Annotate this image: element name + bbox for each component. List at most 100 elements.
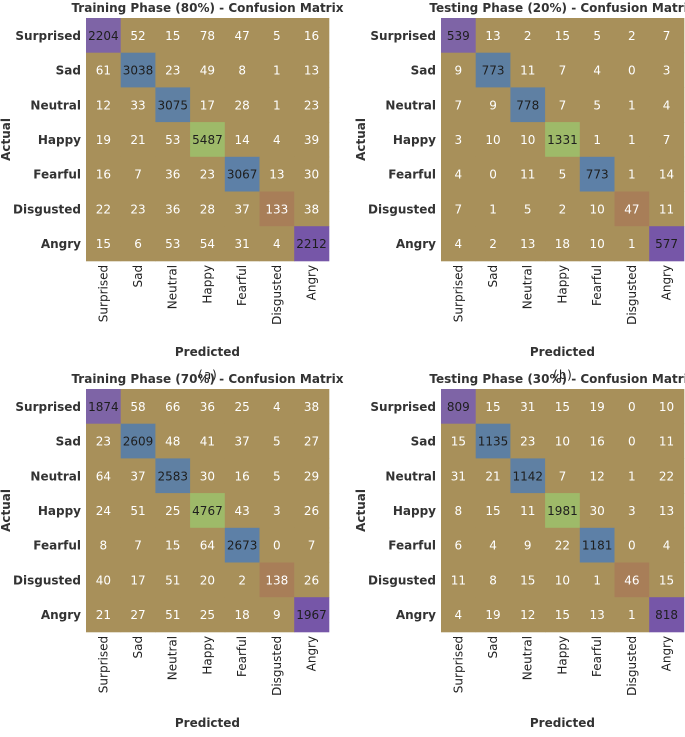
heatmap-cell <box>259 597 295 633</box>
y-tick-label: Neutral <box>385 98 436 112</box>
cell-value-label: 2212 <box>296 237 327 251</box>
heatmap-cell <box>545 18 581 54</box>
heatmap-cell <box>155 156 191 192</box>
y-tick-label: Happy <box>38 504 81 518</box>
heatmap-cell <box>120 226 156 262</box>
heatmap-cell <box>614 226 650 262</box>
y-tick-label: Angry <box>396 608 436 622</box>
heatmap-cell <box>545 226 581 262</box>
heatmap-cell <box>86 87 122 123</box>
heatmap-cell <box>649 122 685 158</box>
y-tick-label: Angry <box>396 237 436 251</box>
cell-value-label: 19 <box>485 608 500 622</box>
heatmap-cell <box>579 389 615 425</box>
heatmap-cell <box>224 527 260 563</box>
cell-value-label: 47 <box>624 202 639 216</box>
cell-value-label: 13 <box>304 64 319 78</box>
heatmap-cell <box>475 389 511 425</box>
cell-value-label: 10 <box>520 133 535 147</box>
y-tick-label: Surprised <box>15 29 81 43</box>
cell-value-label: 7 <box>134 168 142 182</box>
heatmap-cell <box>441 597 477 633</box>
cell-value-label: 539 <box>447 29 470 43</box>
x-tick-label: Fearful <box>235 265 249 306</box>
x-tick-label: Neutral <box>521 636 535 680</box>
cell-value-label: 1181 <box>582 539 613 553</box>
confusion-matrix-panel-3: Training Phase (70%) - Confusion Matrix 1… <box>0 372 344 730</box>
cell-value-label: 49 <box>200 64 215 78</box>
heatmap-cell <box>120 122 156 158</box>
heatmap-cell <box>475 562 511 598</box>
cell-value-label: 778 <box>516 98 539 112</box>
cell-value-label: 33 <box>130 98 145 112</box>
cell-value-label: 38 <box>304 202 319 216</box>
heatmap-cell <box>86 122 122 158</box>
cell-value-label: 23 <box>96 435 111 449</box>
y-tick-label: Happy <box>393 504 436 518</box>
cell-value-label: 28 <box>235 98 250 112</box>
heatmap-cell <box>259 423 295 459</box>
cell-value-label: 21 <box>485 469 500 483</box>
heatmap-cell <box>155 191 191 227</box>
cell-value-label: 54 <box>200 237 215 251</box>
heatmap-cell <box>649 191 685 227</box>
cell-value-label: 61 <box>96 64 111 78</box>
cell-value-label: 16 <box>235 469 250 483</box>
y-axis-title: Actual <box>354 489 368 532</box>
cell-value-label: 37 <box>235 435 250 449</box>
cell-value-label: 22 <box>659 469 674 483</box>
heatmap-cell <box>155 226 191 262</box>
cell-value-label: 5 <box>273 435 281 449</box>
heatmap-cell <box>224 493 260 529</box>
heatmap-cell <box>86 493 122 529</box>
cell-value-label: 78 <box>200 29 215 43</box>
cell-value-label: 11 <box>659 202 674 216</box>
heatmap-cell <box>294 122 330 158</box>
cell-value-label: 22 <box>555 539 570 553</box>
heatmap-cell <box>579 52 615 88</box>
heatmap-cell <box>545 562 581 598</box>
cell-value-label: 13 <box>520 237 535 251</box>
heatmap-cell <box>155 597 191 633</box>
heatmap-cell <box>545 191 581 227</box>
heatmap-cell <box>86 18 122 54</box>
heatmap-cell <box>614 87 650 123</box>
heatmap-cell <box>190 122 226 158</box>
confusion-matrix-panel-4: Testing Phase (30%) - Confusion Matrix80… <box>354 372 685 730</box>
cell-value-label: 5 <box>593 98 601 112</box>
cell-value-label: 138 <box>265 573 288 587</box>
heatmap-cell <box>441 18 477 54</box>
chart-title: Testing Phase (20%) - Confusion Matrix <box>429 1 685 15</box>
cell-value-label: 26 <box>304 573 319 587</box>
cell-value-label: 23 <box>200 168 215 182</box>
cell-value-label: 66 <box>165 400 180 414</box>
cell-value-label: 28 <box>200 202 215 216</box>
panel-caption: (a) <box>197 368 219 382</box>
cell-value-label: 6 <box>134 237 142 251</box>
cell-value-label: 3067 <box>227 168 258 182</box>
cell-value-label: 1 <box>593 133 601 147</box>
cell-value-label: 1967 <box>296 608 327 622</box>
heatmap-cell <box>120 389 156 425</box>
cell-value-label: 21 <box>96 608 111 622</box>
cell-value-label: 36 <box>165 202 180 216</box>
cell-value-label: 133 <box>265 202 288 216</box>
cell-value-label: 37 <box>130 469 145 483</box>
heatmap-cell <box>294 458 330 494</box>
x-axis-title: Predicted <box>175 345 240 359</box>
heatmap-cell <box>510 191 546 227</box>
x-tick-label: Happy <box>200 265 214 304</box>
cell-value-label: 7 <box>663 29 671 43</box>
heatmap-cell <box>224 226 260 262</box>
x-tick-label: Disgusted <box>625 265 639 325</box>
cell-value-label: 8 <box>455 504 463 518</box>
heatmap-cell <box>259 226 295 262</box>
heatmap-cell <box>545 458 581 494</box>
heatmap-cell <box>155 423 191 459</box>
heatmap-cell <box>475 527 511 563</box>
cell-value-label: 58 <box>130 400 145 414</box>
cell-value-label: 13 <box>269 168 284 182</box>
cell-value-label: 7 <box>663 133 671 147</box>
cell-value-label: 30 <box>590 504 605 518</box>
heatmap-cell <box>294 226 330 262</box>
